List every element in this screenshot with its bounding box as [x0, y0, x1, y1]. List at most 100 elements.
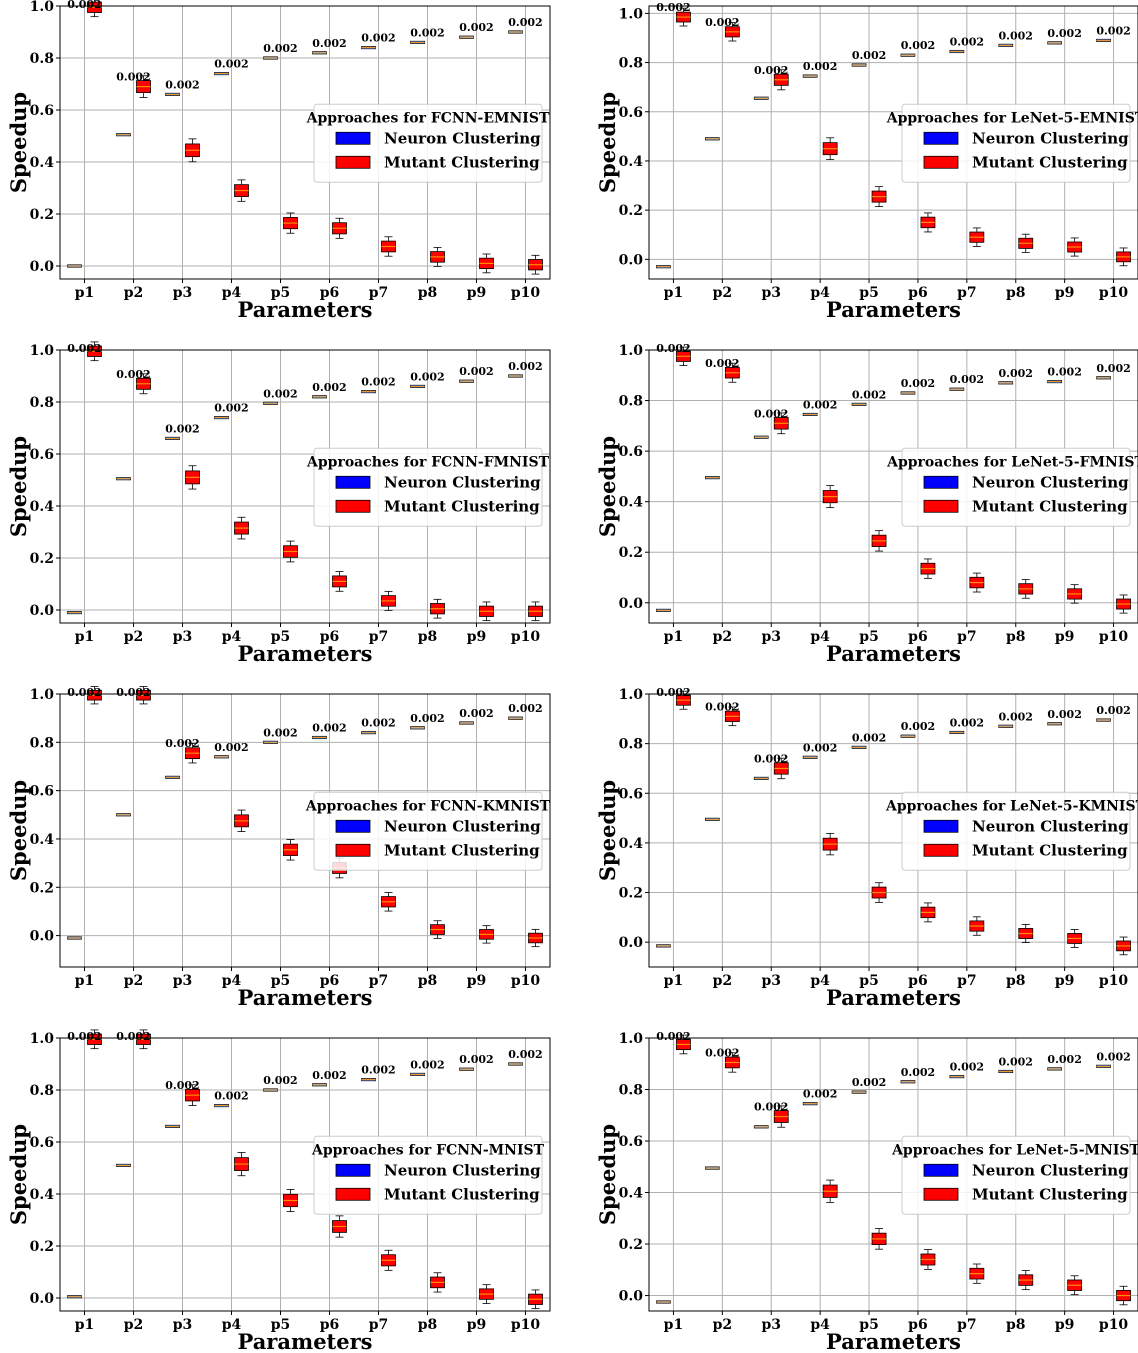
legend: Approaches for LeNet-5-EMNIST Neuron Clus… — [886, 103, 1138, 183]
y-axis-title: Speedup — [595, 92, 620, 193]
y-tick-label: 0.2 — [619, 545, 643, 561]
significance-label: 0.002 — [116, 686, 150, 699]
significance-label: 0.002 — [312, 721, 346, 734]
significance-label: 0.002 — [901, 39, 935, 52]
significance-label: 0.002 — [1096, 1050, 1130, 1063]
x-tick-label: p3 — [173, 1317, 193, 1333]
significance-label: 0.002 — [410, 712, 444, 725]
x-tick-label: p10 — [511, 973, 541, 989]
y-tick-label: 0.0 — [619, 596, 644, 612]
x-axis-title: Parameters — [237, 1329, 372, 1353]
plot-frame — [648, 349, 1138, 624]
x-tick-label: p4 — [222, 629, 242, 645]
legend: Approaches for FCNN-MNIST Neuron Clusteri… — [311, 1135, 545, 1215]
y-tick-label: 0.6 — [619, 105, 643, 121]
x-tick-label: p2 — [124, 1317, 144, 1333]
x-tick-label: p7 — [369, 973, 389, 989]
legend-swatch-neuron — [923, 819, 959, 833]
legend-label-mutant: Mutant Clustering — [972, 153, 1128, 171]
x-tick-label: p3 — [173, 629, 193, 645]
plot-frame — [59, 349, 551, 624]
significance-label: 0.002 — [312, 37, 346, 50]
x-tick-label: p9 — [467, 285, 487, 301]
plot-frame — [59, 693, 551, 968]
y-tick-label: 0.0 — [30, 929, 55, 945]
significance-label: 0.002 — [116, 1030, 150, 1043]
y-tick-label: 0.4 — [619, 495, 644, 511]
significance-label: 0.002 — [312, 381, 346, 394]
x-tick-label: p1 — [664, 973, 684, 989]
x-tick-label: p9 — [467, 973, 487, 989]
y-tick-label: 0.8 — [619, 737, 643, 753]
significance-label: 0.002 — [263, 726, 297, 739]
x-tick-label: p5 — [859, 629, 879, 645]
significance-label: 0.002 — [116, 368, 150, 381]
significance-label: 0.002 — [361, 376, 395, 389]
x-tick-label: p2 — [713, 285, 733, 301]
chart-panel-1: 0.002 0.002 0.002 0.002 0.002 0.002 0.002 0.002… — [6, 0, 551, 322]
y-axis-title: Speedup — [595, 1124, 620, 1225]
x-tick-label: p1 — [664, 629, 684, 645]
x-tick-label: p9 — [1055, 285, 1075, 301]
significance-label: 0.002 — [852, 49, 886, 62]
y-tick-label: 0.6 — [30, 447, 54, 463]
significance-label: 0.002 — [950, 1061, 984, 1074]
legend-label-neuron: Neuron Clustering — [972, 129, 1129, 147]
legend-swatch-mutant — [335, 155, 371, 169]
y-tick-label: 1.0 — [30, 0, 55, 15]
legend-box — [313, 447, 543, 527]
x-tick-label: p6 — [908, 285, 928, 301]
x-tick-label: p8 — [418, 629, 438, 645]
y-tick-label: 0.0 — [619, 1289, 644, 1305]
significance-label: 0.002 — [263, 387, 297, 400]
y-tick-label: 1.0 — [619, 6, 644, 22]
x-tick-label: p6 — [320, 629, 340, 645]
significance-label: 0.002 — [852, 1076, 886, 1089]
significance-label: 0.002 — [999, 29, 1033, 42]
x-tick-label: p6 — [320, 1317, 340, 1333]
legend-title: Approaches for LeNet-5-EMNIST — [886, 110, 1138, 126]
x-tick-label: p10 — [511, 629, 541, 645]
legend-label-neuron: Neuron Clustering — [972, 473, 1129, 491]
x-axis-title: Parameters — [237, 297, 372, 322]
y-tick-label: 0.2 — [30, 1239, 54, 1255]
legend-title: Approaches for LeNet-5-KMNIST — [885, 798, 1138, 814]
x-tick-label: p2 — [124, 629, 144, 645]
y-tick-label: 0.8 — [30, 51, 54, 67]
significance-label: 0.002 — [852, 731, 886, 744]
legend-label-neuron: Neuron Clustering — [972, 1161, 1129, 1179]
significance-label: 0.002 — [67, 1030, 101, 1043]
chart-panel-5: 0.002 0.002 0.002 0.002 0.002 0.002 0.002 0.002… — [6, 686, 551, 1010]
y-tick-label: 0.4 — [619, 1186, 644, 1202]
significance-label: 0.002 — [361, 1064, 395, 1077]
x-tick-label: p10 — [1099, 1317, 1129, 1333]
x-tick-label: p4 — [810, 285, 830, 301]
x-tick-label: p8 — [418, 973, 438, 989]
significance-label: 0.002 — [67, 342, 101, 355]
y-tick-label: 0.6 — [30, 784, 54, 800]
significance-label: 0.002 — [803, 398, 837, 411]
legend-swatch-neuron — [335, 475, 371, 489]
legend-swatch-neuron — [923, 1163, 959, 1177]
significance-label: 0.002 — [656, 1030, 690, 1043]
y-tick-label: 0.6 — [619, 786, 643, 802]
significance-label: 0.002 — [165, 422, 199, 435]
significance-label: 0.002 — [410, 1058, 444, 1071]
x-tick-label: p5 — [271, 629, 291, 645]
legend-swatch-mutant — [923, 499, 959, 513]
x-tick-label: p2 — [713, 629, 733, 645]
legend-box — [313, 1135, 543, 1215]
x-tick-label: p7 — [369, 1317, 389, 1333]
y-tick-label: 0.6 — [30, 1135, 54, 1151]
chart-panel-6: 0.002 0.002 0.002 0.002 0.002 0.002 0.002 0.002… — [595, 686, 1138, 1010]
y-tick-label: 1.0 — [619, 343, 644, 359]
legend-box — [901, 103, 1131, 183]
significance-label: 0.002 — [214, 402, 248, 415]
plot-frame — [648, 1037, 1138, 1312]
legend-title: Approaches for LeNet-5-MNIST — [891, 1142, 1138, 1158]
x-tick-label: p4 — [222, 1317, 242, 1333]
significance-label: 0.002 — [508, 702, 542, 715]
legend-label-mutant: Mutant Clustering — [384, 841, 540, 859]
x-tick-label: p2 — [124, 973, 144, 989]
